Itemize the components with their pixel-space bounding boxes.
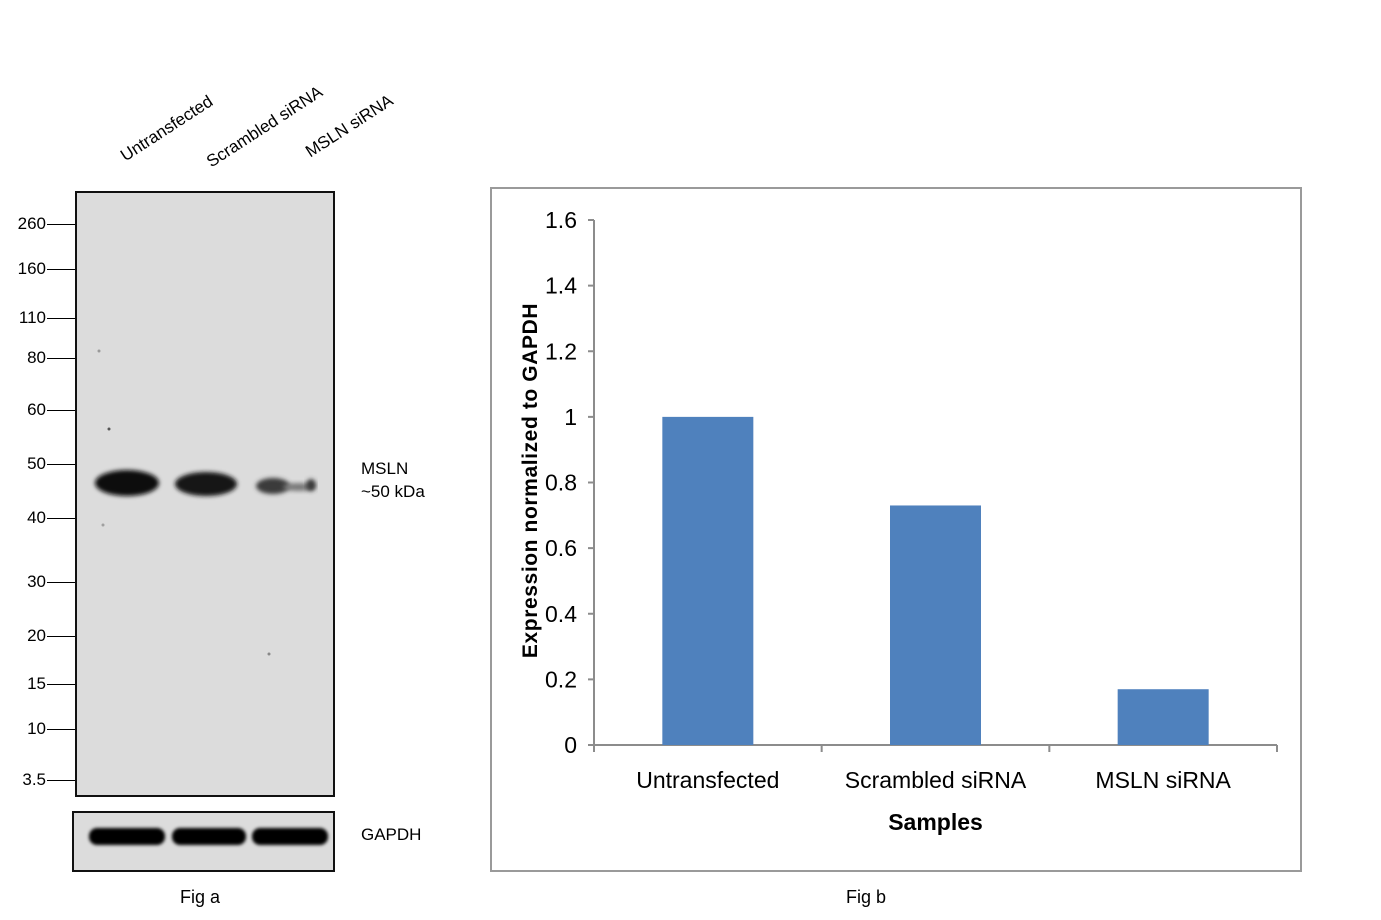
blot-panel-gapdh bbox=[72, 811, 335, 872]
marker-label: 60 bbox=[27, 400, 46, 419]
marker-label: 15 bbox=[27, 674, 46, 693]
band-lane-3c bbox=[306, 479, 316, 491]
x-tick-label: MSLN siRNA bbox=[1095, 767, 1231, 793]
marker-label: 110 bbox=[18, 308, 46, 327]
gapdh-band-lane-2 bbox=[172, 828, 246, 845]
x-tick-label: Untransfected bbox=[636, 767, 779, 793]
bar-2 bbox=[890, 505, 981, 745]
blot-image bbox=[95, 349, 316, 656]
gapdh-band-lane-1 bbox=[89, 828, 165, 845]
y-tick-label: 1.2 bbox=[545, 338, 577, 364]
marker-tick bbox=[47, 269, 75, 270]
marker-tick bbox=[47, 410, 75, 411]
bar-chart-frame bbox=[490, 187, 1302, 872]
bar-1 bbox=[662, 416, 754, 745]
y-tick-label: 1 bbox=[564, 404, 577, 430]
y-tick-label: 0.8 bbox=[545, 470, 577, 496]
gapdh-blot-image bbox=[89, 828, 328, 845]
marker-label: 3.5 bbox=[22, 770, 46, 789]
band-label-mesothelin: MSLN ~50 kDa bbox=[361, 457, 425, 503]
marker-tick bbox=[47, 318, 75, 319]
marker-tick bbox=[47, 464, 75, 465]
marker-tick bbox=[47, 358, 75, 359]
band-label-protein: MSLN bbox=[361, 459, 409, 478]
marker-label: 80 bbox=[27, 348, 46, 367]
marker-tick bbox=[47, 636, 75, 637]
y-axis-label: Expression normalized to GAPDH bbox=[519, 303, 542, 658]
y-tick-label: 0.2 bbox=[545, 666, 577, 692]
marker-label: 160 bbox=[17, 259, 46, 278]
band-lane-2 bbox=[175, 472, 237, 496]
figure-a-caption: Fig a bbox=[180, 887, 221, 907]
marker-label: 50 bbox=[27, 454, 46, 473]
marker-label: 40 bbox=[27, 508, 46, 527]
band-lane-1 bbox=[95, 470, 159, 496]
marker-tick bbox=[47, 780, 75, 781]
marker-tick bbox=[47, 582, 75, 583]
y-tick-label: 0 bbox=[564, 732, 577, 758]
x-tick-labels: Untransfected Scrambled siRNA MSLN siRNA bbox=[636, 767, 1231, 793]
marker-tick bbox=[47, 684, 75, 685]
band-lane-3a bbox=[256, 478, 290, 494]
y-tick-label: 0.4 bbox=[545, 601, 577, 627]
loading-control-label: GAPDH bbox=[361, 825, 422, 844]
blot-speck bbox=[267, 652, 271, 656]
blot-speck bbox=[97, 349, 101, 353]
gapdh-band-lane-3 bbox=[252, 828, 328, 845]
blot-speck bbox=[101, 523, 105, 527]
marker-tick bbox=[47, 224, 75, 225]
marker-label: 30 bbox=[27, 572, 46, 591]
y-tick-labels: 0 0.2 0.4 0.6 0.8 1 1.2 1.4 1.6 bbox=[545, 207, 577, 758]
blot-speck bbox=[107, 427, 111, 431]
x-axis-label: Samples bbox=[888, 809, 983, 835]
marker-tick bbox=[47, 518, 75, 519]
x-tick-label: Scrambled siRNA bbox=[845, 767, 1027, 793]
marker-tick bbox=[47, 729, 75, 730]
marker-label: 10 bbox=[27, 719, 46, 738]
band-label-size: ~50 kDa bbox=[361, 482, 425, 501]
blot-panel-mesothelin bbox=[75, 191, 335, 797]
chart-bars bbox=[662, 416, 1209, 745]
bar-3 bbox=[1117, 689, 1209, 745]
y-tick-label: 0.6 bbox=[545, 535, 577, 561]
y-tick-label: 1.6 bbox=[545, 207, 577, 233]
marker-label: 20 bbox=[27, 626, 46, 645]
y-tick-label: 1.4 bbox=[545, 273, 577, 299]
figure-b-caption: Fig b bbox=[846, 887, 887, 907]
marker-label: 260 bbox=[17, 214, 46, 233]
